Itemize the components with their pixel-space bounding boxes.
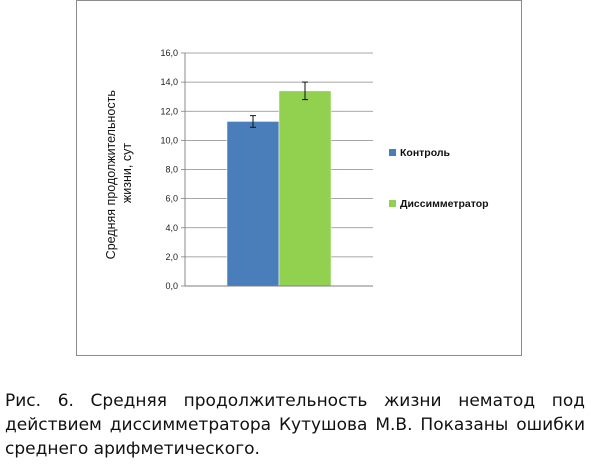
y-tick-label: 16,0 bbox=[160, 48, 178, 58]
legend-swatch bbox=[389, 200, 396, 207]
y-tick-label: 2,0 bbox=[165, 252, 178, 262]
y-tick-label: 14,0 bbox=[160, 77, 178, 87]
bar-chart: 0,0 2,0 4,0 6,0 8,0 10,0 12,0 14,0 16,0 Контроль… bbox=[104, 48, 489, 291]
y-tick-label: 6,0 bbox=[165, 194, 178, 204]
y-axis-label-line-1: Средняя продолжительность bbox=[104, 90, 118, 259]
legend-swatch bbox=[389, 149, 396, 156]
y-axis-label: Средняя продолжительность жизни, сут bbox=[104, 87, 134, 260]
figure-caption: Рис. 6. Средняя продолжительность жизни … bbox=[5, 391, 585, 459]
y-tick-label: 4,0 bbox=[165, 223, 178, 233]
y-tick-label: 8,0 bbox=[165, 165, 178, 175]
y-tick-label: 0,0 bbox=[165, 281, 178, 291]
legend-label: Диссимметратор bbox=[400, 198, 489, 210]
bar-control bbox=[226, 121, 280, 287]
bar-dissymmetrator bbox=[278, 90, 332, 287]
y-axis-label-line-2: жизни, сут bbox=[120, 143, 134, 203]
legend-label: Контроль bbox=[400, 147, 451, 159]
y-tick-label: 12,0 bbox=[160, 106, 178, 116]
chart-frame: 0,0 2,0 4,0 6,0 8,0 10,0 12,0 14,0 16,0 Контроль… bbox=[76, 0, 522, 356]
y-tick-label: 10,0 bbox=[160, 135, 178, 145]
